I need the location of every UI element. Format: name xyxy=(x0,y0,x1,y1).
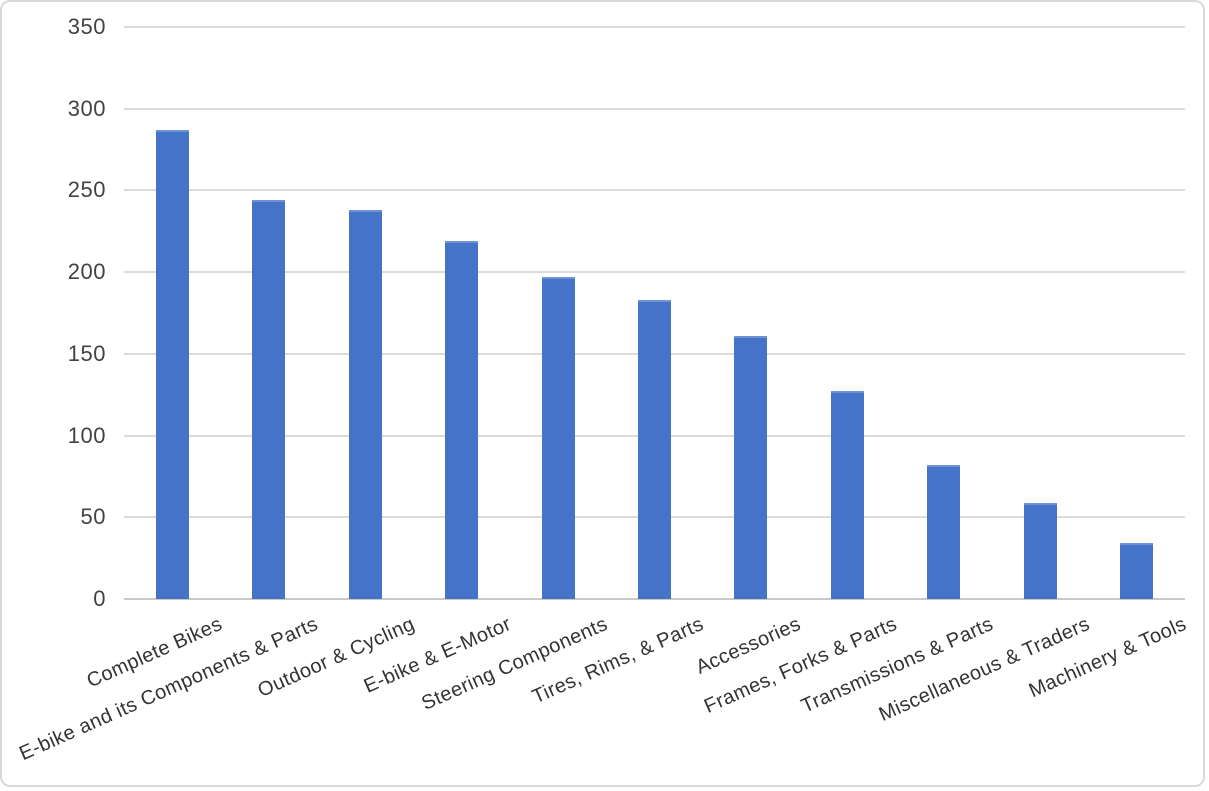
gridline xyxy=(124,189,1185,192)
bar xyxy=(541,277,575,599)
x-axis-category-label: Tires, Rims, & Parts xyxy=(529,613,708,709)
x-axis-line xyxy=(124,598,1185,600)
gridline xyxy=(124,26,1185,28)
bar xyxy=(830,391,864,599)
y-axis-tick-label: 100 xyxy=(67,422,106,448)
bar xyxy=(445,241,479,599)
bar xyxy=(1023,503,1057,599)
bar xyxy=(252,200,286,599)
gridline xyxy=(124,271,1185,274)
bar xyxy=(348,210,382,599)
y-axis-tick-label: 350 xyxy=(67,14,106,39)
gridline xyxy=(124,107,1185,110)
y-axis-tick-label: 250 xyxy=(67,177,106,203)
y-axis-tick-label: 200 xyxy=(67,259,106,285)
y-axis-tick-label: 300 xyxy=(67,95,106,121)
x-axis-category-label: Machinery & Tools xyxy=(1025,613,1190,703)
bar xyxy=(927,465,961,599)
y-axis-tick-label: 150 xyxy=(67,340,106,366)
bar xyxy=(155,130,189,599)
y-axis-tick-label: 0 xyxy=(93,586,106,611)
bar xyxy=(638,300,671,599)
y-axis-tick-label: 50 xyxy=(80,504,106,530)
bar xyxy=(734,336,768,599)
bar xyxy=(1120,543,1154,599)
